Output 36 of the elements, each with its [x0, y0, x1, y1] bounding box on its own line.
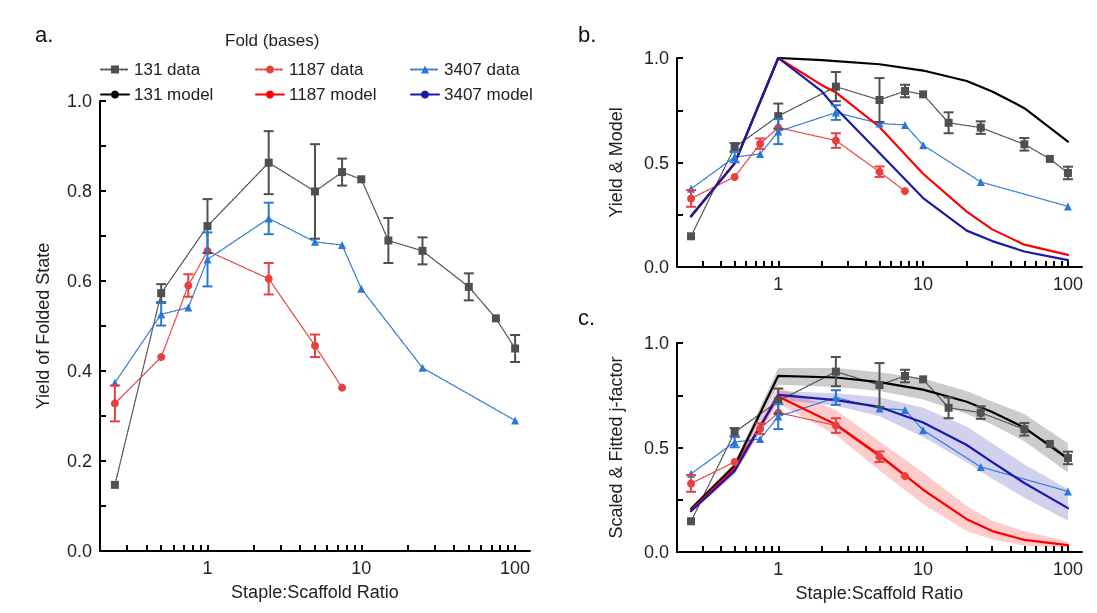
x-axis-title: Staple:Scaffold Ratio [231, 582, 399, 602]
y-tick-label: 1.0 [643, 48, 669, 68]
x-tick-label: 10 [913, 559, 934, 579]
y-tick-label: 1.0 [643, 333, 669, 353]
y-tick-label: 0.0 [66, 541, 92, 561]
y-tick-label: 0.5 [643, 437, 669, 458]
y-axis-title: Yield & Model [606, 107, 626, 218]
x-tick-label: 100 [1052, 274, 1083, 294]
legend-label: 1187 model [289, 85, 377, 104]
y-tick-label: 0.5 [643, 152, 669, 173]
x-tick-label: 10 [351, 558, 372, 578]
y-tick-label: 0.6 [66, 271, 92, 291]
x-tick-label: 1 [773, 274, 784, 294]
chart-title: b. [578, 21, 597, 47]
y-axis-title: Scaled & Fitted j-factor [606, 356, 626, 539]
y-axis-title: Yield of Folded State [33, 242, 53, 410]
y-tick-label: 0.0 [643, 257, 669, 277]
x-tick-label: 100 [1052, 559, 1083, 579]
chart-title: c. [578, 304, 596, 330]
legend-label: 3407 data [444, 60, 521, 79]
x-axis-title: Staple:Scaffold Ratio [795, 583, 964, 603]
legend-label: 3407 model [444, 85, 533, 104]
legend-label: 131 model [134, 85, 214, 104]
x-tick-label: 1 [773, 559, 784, 579]
y-tick-label: 0.4 [66, 361, 92, 381]
chart-title: a. [35, 21, 54, 47]
y-tick-label: 0.2 [66, 451, 92, 471]
x-tick-label: 10 [913, 274, 934, 294]
legend-title: Fold (bases) [225, 31, 320, 50]
y-tick-label: 1.0 [66, 91, 92, 111]
x-tick-label: 100 [500, 558, 531, 578]
legend-label: 1187 data [289, 60, 364, 79]
y-tick-label: 0.8 [66, 181, 92, 201]
legend-label: 131 data [134, 60, 201, 79]
x-tick-label: 1 [202, 558, 213, 578]
y-tick-label: 0.0 [643, 542, 669, 562]
